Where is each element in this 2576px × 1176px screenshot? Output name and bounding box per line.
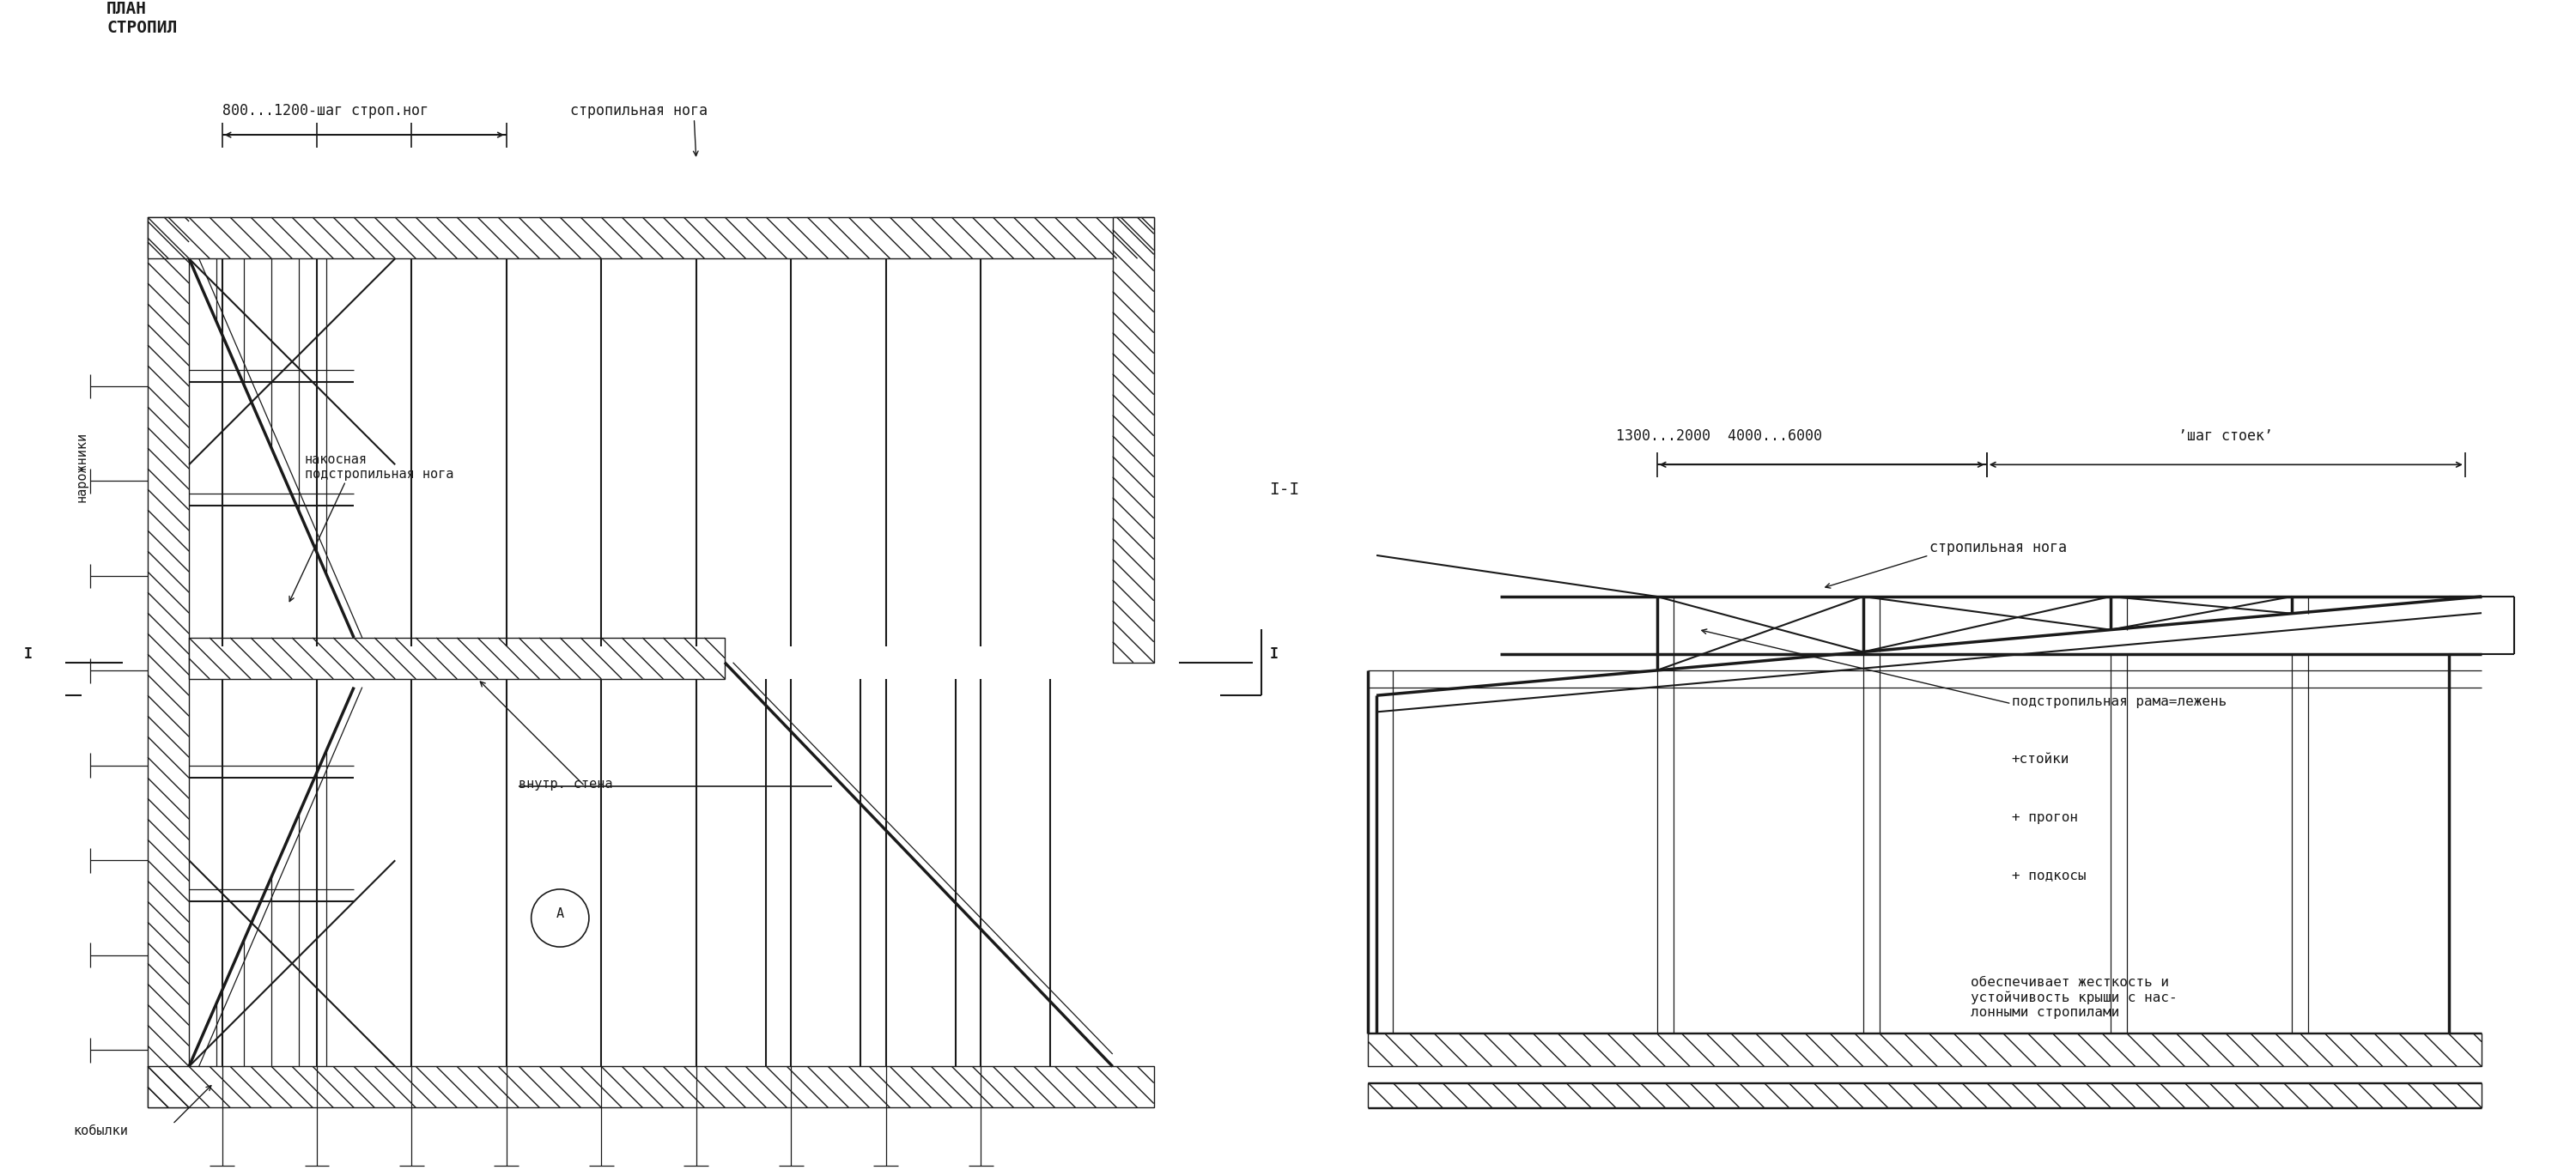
Text: + прогон: + прогон [2012, 811, 2079, 823]
Bar [147, 1067, 1154, 1108]
Text: I: I [23, 647, 33, 662]
Bar [188, 637, 724, 679]
Text: внутр. стена: внутр. стена [518, 777, 613, 790]
Bar [1368, 1034, 2481, 1067]
Bar [147, 218, 1154, 259]
Text: I: I [1270, 647, 1278, 662]
Text: ПЛАН
СТРОПИЛ: ПЛАН СТРОПИЛ [106, 1, 178, 36]
Text: подстропильная рама=лежень: подстропильная рама=лежень [2012, 695, 2226, 708]
Text: стропильная нога: стропильная нога [1929, 540, 2066, 555]
Text: нарожники: нарожники [75, 432, 88, 502]
Text: А: А [556, 908, 564, 921]
Text: кобылки: кобылки [75, 1124, 129, 1137]
Bar [1368, 1083, 2481, 1108]
Text: 800...1200-шаг строп.ног: 800...1200-шаг строп.ног [222, 103, 428, 119]
Bar [1113, 218, 1154, 662]
Text: I-I: I-I [1270, 481, 1298, 497]
Text: + подкосы: + подкосы [2012, 869, 2087, 882]
Text: ʼшаг стоекʼ: ʼшаг стоекʼ [2179, 428, 2272, 445]
Text: стропильная нога: стропильная нога [569, 103, 708, 119]
Text: +стойки: +стойки [2012, 753, 2069, 766]
Text: обеспечивает жесткость и
устойчивость крыши с нас-
лонными стропилами: обеспечивает жесткость и устойчивость кр… [1971, 976, 2177, 1020]
Text: 1300...2000  4000...6000: 1300...2000 4000...6000 [1615, 428, 1821, 445]
Bar [147, 218, 188, 1108]
Text: накосная
подстропильная нога: накосная подстропильная нога [304, 453, 453, 481]
